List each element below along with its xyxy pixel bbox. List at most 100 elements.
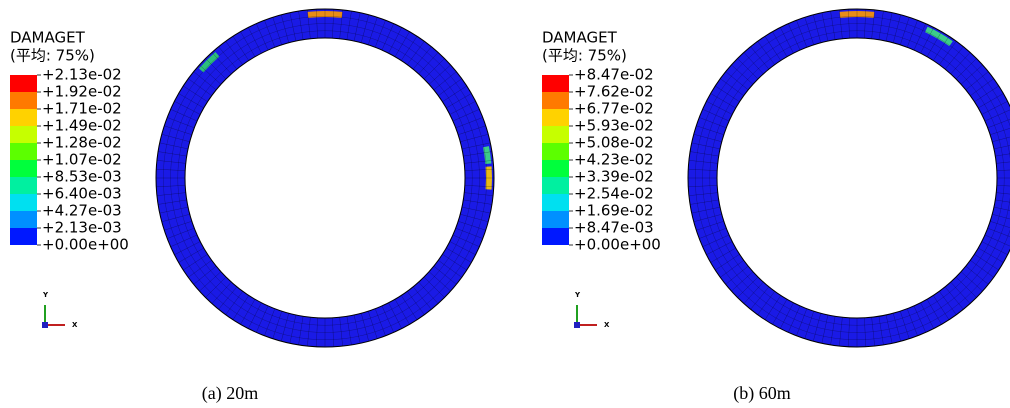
legend-label: +0.00e+00: [42, 236, 129, 254]
mesh-radial: [428, 64, 451, 85]
mesh-radial: [449, 241, 476, 255]
legend-swatch: [542, 177, 569, 194]
mesh-radial: [847, 317, 850, 347]
mesh-radial: [188, 78, 212, 96]
mesh-radial: [978, 93, 1004, 109]
mesh-radial: [442, 254, 467, 271]
mesh-radial: [412, 286, 432, 310]
mesh-radial: [463, 199, 492, 205]
mesh-radial: [368, 311, 378, 339]
mesh-radial: [178, 93, 204, 109]
mesh-radial: [170, 109, 198, 122]
legend-label: +1.69e-02: [574, 202, 654, 220]
mesh-radial: [433, 265, 457, 285]
mesh-radial: [788, 305, 801, 333]
mesh-radial: [461, 206, 491, 214]
mesh-radial: [199, 64, 222, 85]
mesh-radial: [984, 234, 1010, 247]
mesh-radial: [944, 286, 964, 310]
mesh-radial: [892, 313, 901, 342]
mesh-radial: [960, 64, 983, 85]
ring-inner: [716, 37, 998, 319]
mesh-radial: [164, 221, 192, 231]
mesh-radial: [900, 311, 910, 339]
mesh-radial: [690, 199, 719, 205]
mesh-radial: [298, 11, 304, 40]
damage-spot: [925, 26, 953, 47]
mesh-radial: [418, 52, 439, 75]
mesh-radial: [706, 241, 733, 255]
damage-spot: [307, 10, 343, 18]
mesh-radial: [885, 314, 893, 344]
legend-label: +1.28e-02: [42, 134, 122, 152]
mesh-radial: [691, 142, 721, 150]
mesh-radial: [360, 313, 369, 342]
mesh-radial: [360, 14, 369, 43]
legend-label: +1.71e-02: [42, 100, 122, 118]
mesh-radial: [993, 206, 1010, 211]
mesh-radial: [199, 271, 222, 292]
mesh-radial: [174, 101, 201, 115]
mesh-radial: [449, 101, 476, 115]
mesh-radial: [830, 316, 836, 345]
mesh-radial: [725, 71, 749, 91]
mesh-radial: [996, 192, 1010, 195]
mesh-radial: [699, 117, 727, 129]
mesh-radial: [743, 52, 764, 75]
mesh-radial: [772, 31, 788, 57]
mesh-radial: [381, 305, 394, 333]
mesh-radial: [764, 36, 781, 61]
mesh-radial: [401, 295, 418, 320]
mesh-radial: [407, 41, 425, 65]
legend-swatch: [10, 143, 37, 160]
legend-subtitle: (平均: 75%): [10, 47, 95, 65]
mesh-radial: [939, 291, 957, 315]
legend-label: +1.92e-02: [42, 83, 122, 101]
mesh-radial: [167, 227, 195, 239]
ring: [155, 8, 495, 348]
mesh-radial: [178, 247, 204, 263]
mesh-ring: [163, 16, 487, 340]
mesh-radial: [871, 317, 875, 347]
legend-label: +6.40e-03: [42, 185, 122, 203]
mesh-radial: [772, 299, 788, 325]
mesh-radial: [156, 185, 186, 188]
mesh-radial: [418, 281, 439, 304]
legend-swatch: [542, 109, 569, 126]
mesh-radial: [161, 213, 190, 222]
legend-subtitle: (平均: 75%): [542, 47, 627, 65]
mesh-radial: [743, 281, 764, 304]
mesh-radial: [913, 305, 926, 333]
mesh-radial: [458, 125, 486, 135]
mesh-radial: [394, 31, 410, 57]
mesh-radial: [847, 9, 850, 39]
mesh-radial: [205, 58, 227, 80]
mesh-radial: [452, 109, 480, 122]
mesh-radial: [878, 316, 884, 345]
mesh-radial: [433, 71, 457, 91]
mesh-radial: [974, 85, 999, 102]
ring-outer: [687, 8, 1010, 348]
mesh-radial: [232, 36, 249, 61]
mesh-radial: [281, 14, 290, 43]
mesh-radial: [920, 302, 934, 329]
mesh-radial: [256, 305, 269, 333]
ring: [687, 8, 1010, 348]
legend-label: +8.47e-02: [574, 66, 654, 84]
damage-spot: [198, 51, 220, 73]
mesh-radial: [423, 276, 445, 298]
mesh-radial: [346, 11, 352, 40]
mesh-radial: [960, 271, 983, 292]
mesh-radial: [757, 41, 775, 65]
legend-label: +2.13e-02: [42, 66, 122, 84]
mesh-radial: [764, 295, 781, 320]
mesh-radial: [183, 85, 208, 102]
mesh-radial: [272, 17, 282, 45]
legend-label: +5.08e-02: [574, 134, 654, 152]
mesh-radial: [464, 185, 494, 188]
legend-label: +3.39e-02: [574, 168, 654, 186]
mesh-radial: [715, 254, 740, 271]
caption: (a) 20m: [202, 383, 258, 404]
mesh-radial: [298, 316, 304, 345]
damage-spot: [839, 10, 875, 18]
